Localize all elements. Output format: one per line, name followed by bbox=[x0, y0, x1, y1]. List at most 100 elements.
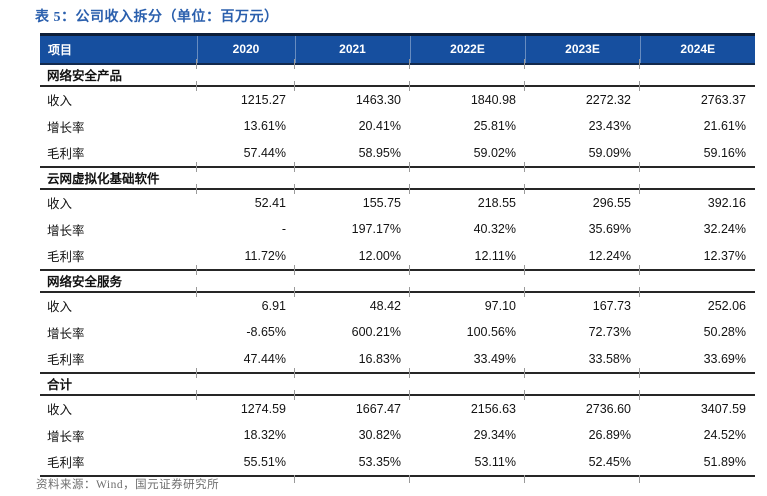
year-column-header: 2023E bbox=[524, 33, 640, 65]
table-row: 毛利率 47.44% 16.83% 33.49% 33.58% 33.69% bbox=[40, 346, 755, 373]
year-column-header: 2024E bbox=[639, 33, 755, 65]
value-cell: 16.83% bbox=[358, 351, 401, 366]
value-cell: 33.49% bbox=[473, 351, 516, 366]
value-cell: 48.42 bbox=[369, 298, 401, 313]
value-cell: 72.73% bbox=[588, 325, 631, 339]
table-row: 收入 52.41 155.75 218.55 296.55 392.16 bbox=[40, 189, 755, 216]
value-cell: 29.34% bbox=[473, 428, 516, 442]
year-column-header: 2020 bbox=[196, 33, 295, 65]
value-cell: 197.17% bbox=[351, 222, 401, 236]
value-cell: 12.37% bbox=[703, 248, 746, 263]
revenue-breakdown-table: 项目 2020 2021 2022E 2023E 2024E 网络安全产品收入 1215.2… bbox=[40, 33, 755, 483]
section-empty-cell bbox=[409, 59, 525, 92]
value-cell: 3407.59 bbox=[700, 401, 746, 416]
row-label-cell: 增长率 bbox=[47, 326, 85, 341]
table-row: 收入 1215.27 1463.30 1840.98 2272.32 2763.37 bbox=[40, 86, 755, 113]
section-empty-cell bbox=[294, 59, 410, 92]
row-label-cell: 增长率 bbox=[47, 429, 85, 444]
value-cell: 2272.32 bbox=[585, 92, 631, 107]
section-empty-cell bbox=[409, 368, 525, 401]
row-label-cell: 收入 bbox=[47, 197, 73, 211]
value-cell: 2156.63 bbox=[470, 401, 516, 416]
value-cell: 33.58% bbox=[588, 351, 631, 366]
row-label-cell: 收入 bbox=[47, 300, 73, 314]
table-row: 毛利率 55.51% 53.35% 53.11% 52.45% 51.89% bbox=[40, 448, 755, 483]
section-empty-cell bbox=[196, 265, 295, 298]
section-empty-cell bbox=[196, 59, 295, 92]
table-header: 项目 2020 2021 2022E 2023E 2024E bbox=[40, 33, 755, 65]
value-cell: 35.69% bbox=[588, 222, 631, 236]
value-cell: 21.61% bbox=[703, 119, 746, 133]
value-cell: 51.89% bbox=[639, 448, 755, 483]
value-cell: 1667.47 bbox=[355, 401, 401, 416]
section-empty-cell bbox=[409, 265, 525, 298]
section-header-row: 云网虚拟化基础软件 bbox=[40, 162, 755, 195]
value-cell: 25.81% bbox=[473, 119, 516, 133]
section-empty-cell bbox=[294, 162, 410, 195]
item-column-header: 项目 bbox=[40, 33, 197, 65]
value-cell: 20.41% bbox=[358, 119, 401, 133]
value-cell: 97.10 bbox=[484, 298, 516, 313]
row-label-cell: 毛利率 bbox=[40, 448, 197, 477]
value-cell: 13.61% bbox=[243, 119, 286, 133]
value-cell: 100.56% bbox=[466, 325, 516, 339]
value-cell: 53.35% bbox=[294, 448, 410, 483]
value-cell: 2736.60 bbox=[585, 401, 631, 416]
section-name-cell: 云网虚拟化基础软件 bbox=[40, 165, 197, 190]
section-empty-cell bbox=[196, 162, 295, 195]
section-empty-cell bbox=[639, 162, 755, 195]
value-cell: 33.69% bbox=[703, 351, 746, 366]
section-empty-cell bbox=[294, 368, 410, 401]
value-cell: 11.72% bbox=[244, 248, 286, 263]
table-row: 收入 1274.59 1667.47 2156.63 2736.60 3407.59 bbox=[40, 395, 755, 422]
section-empty-cell bbox=[639, 368, 755, 401]
table-title: 表 5：公司收入拆分（单位：百万元） bbox=[35, 10, 279, 25]
section-name-cell: 网络安全产品 bbox=[40, 62, 197, 87]
section-empty-cell bbox=[524, 59, 640, 92]
value-cell: 30.82% bbox=[358, 428, 401, 442]
value-cell: 12.00% bbox=[358, 248, 401, 263]
table-row: 增长率 - 197.17% 40.32% 35.69% 32.24% bbox=[40, 216, 755, 243]
value-cell: 40.32% bbox=[473, 222, 516, 236]
value-cell: 1840.98 bbox=[470, 92, 516, 107]
value-cell: 57.44% bbox=[243, 145, 286, 160]
value-cell: 12.11% bbox=[474, 248, 516, 263]
value-cell: 53.11% bbox=[409, 448, 525, 483]
section-header-row: 合计 bbox=[40, 368, 755, 401]
value-cell: 23.43% bbox=[588, 119, 631, 133]
row-label-cell: 毛利率 bbox=[47, 353, 85, 367]
section-empty-cell bbox=[196, 368, 295, 401]
table-row: 毛利率 11.72% 12.00% 12.11% 12.24% 12.37% bbox=[40, 243, 755, 270]
table-header-row: 项目 2020 2021 2022E 2023E 2024E bbox=[40, 33, 755, 65]
value-cell: 58.95% bbox=[358, 145, 401, 160]
section-name-cell: 合计 bbox=[40, 371, 197, 396]
row-label-cell: 毛利率 bbox=[47, 147, 85, 161]
row-label-cell: 增长率 bbox=[47, 120, 85, 135]
year-column-header: 2021 bbox=[294, 33, 410, 65]
section-empty-cell bbox=[524, 368, 640, 401]
table-row: 增长率 13.61% 20.41% 25.81% 23.43% 21.61% bbox=[40, 113, 755, 140]
value-cell: 218.55 bbox=[477, 195, 516, 210]
value-cell: 52.41 bbox=[254, 195, 286, 210]
row-label-cell: 增长率 bbox=[47, 223, 85, 238]
table-row: 增长率 -8.65% 600.21% 100.56% 72.73% 50.28% bbox=[40, 319, 755, 346]
value-cell: 32.24% bbox=[703, 222, 746, 236]
value-cell: 1463.30 bbox=[355, 92, 401, 107]
row-label-cell: 收入 bbox=[47, 94, 73, 108]
value-cell: 167.73 bbox=[592, 298, 631, 313]
section-header-row: 网络安全服务 bbox=[40, 265, 755, 298]
table-row: 收入 6.91 48.42 97.10 167.73 252.06 bbox=[40, 292, 755, 319]
row-label-cell: 收入 bbox=[47, 403, 73, 417]
section-empty-cell bbox=[639, 59, 755, 92]
year-column-header: 2022E bbox=[409, 33, 525, 65]
row-label-cell: 毛利率 bbox=[47, 250, 85, 264]
section-empty-cell bbox=[639, 265, 755, 298]
value-cell: 600.21% bbox=[351, 325, 401, 339]
value-cell: 59.02% bbox=[473, 145, 516, 160]
value-cell: 12.24% bbox=[588, 248, 631, 263]
section-empty-cell bbox=[524, 265, 640, 298]
value-cell: 55.51% bbox=[197, 448, 295, 477]
section-empty-cell bbox=[524, 162, 640, 195]
value-cell: 2763.37 bbox=[700, 92, 746, 107]
value-cell: 1215.27 bbox=[240, 92, 286, 107]
